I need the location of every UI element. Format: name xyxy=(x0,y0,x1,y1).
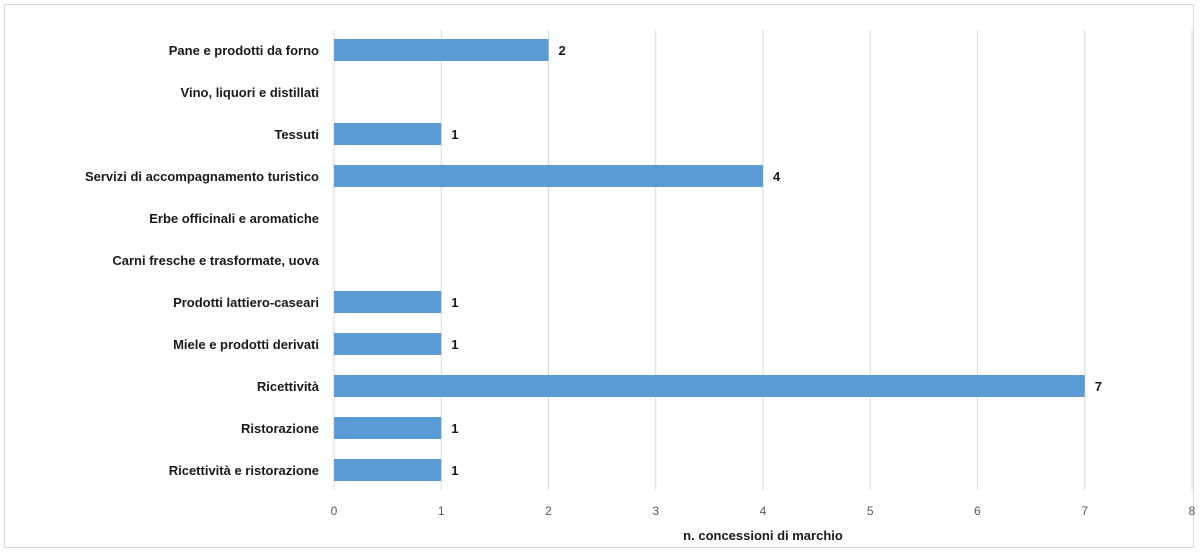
x-axis-label: n. concessioni di marchio xyxy=(683,528,843,543)
category-label: Ricettività xyxy=(257,379,320,394)
bar xyxy=(334,291,442,313)
x-tick-label: 3 xyxy=(652,504,659,518)
data-label: 1 xyxy=(451,463,458,478)
category-label: Vino, liquori e distillati xyxy=(181,85,319,100)
data-label: 1 xyxy=(451,295,458,310)
data-label: 1 xyxy=(451,127,458,142)
category-label: Erbe officinali e aromatiche xyxy=(149,211,319,226)
category-label: Pane e prodotti da forno xyxy=(169,43,319,58)
gridlines xyxy=(333,30,1193,490)
bar xyxy=(334,333,442,355)
x-tick-label: 2 xyxy=(545,504,552,518)
data-labels: 2 1 4 1 1 7 1 1 xyxy=(451,43,1102,478)
x-tick-labels: 0 1 2 3 4 5 6 7 8 xyxy=(331,504,1196,518)
category-label: Prodotti lattiero-caseari xyxy=(173,295,319,310)
x-tick-label: 0 xyxy=(331,504,338,518)
category-label: Servizi di accompagnamento turistico xyxy=(85,169,319,184)
bar xyxy=(334,459,442,481)
bar xyxy=(334,417,442,439)
data-label: 1 xyxy=(451,337,458,352)
x-tick-label: 7 xyxy=(1081,504,1088,518)
x-tick-label: 1 xyxy=(438,504,445,518)
x-tick-label: 6 xyxy=(974,504,981,518)
bar xyxy=(334,375,1085,397)
category-labels: Pane e prodotti da forno Vino, liquori e … xyxy=(85,43,320,478)
bar xyxy=(334,123,442,145)
category-label: Ristorazione xyxy=(241,421,319,436)
x-tick-label: 5 xyxy=(867,504,874,518)
x-tick-label: 4 xyxy=(760,504,767,518)
x-tick-label: 8 xyxy=(1189,504,1196,518)
bars xyxy=(334,39,1085,481)
data-label: 4 xyxy=(773,169,781,184)
bar xyxy=(334,165,763,187)
category-label: Carni fresche e trasformate, uova xyxy=(112,253,319,268)
bar xyxy=(334,39,549,61)
category-label: Tessuti xyxy=(274,127,319,142)
data-label: 7 xyxy=(1095,379,1102,394)
category-label: Ricettività e ristorazione xyxy=(169,463,319,478)
data-label: 2 xyxy=(559,43,566,58)
chart-frame xyxy=(4,4,1194,548)
data-label: 1 xyxy=(451,421,458,436)
category-label: Miele e prodotti derivati xyxy=(173,337,319,352)
